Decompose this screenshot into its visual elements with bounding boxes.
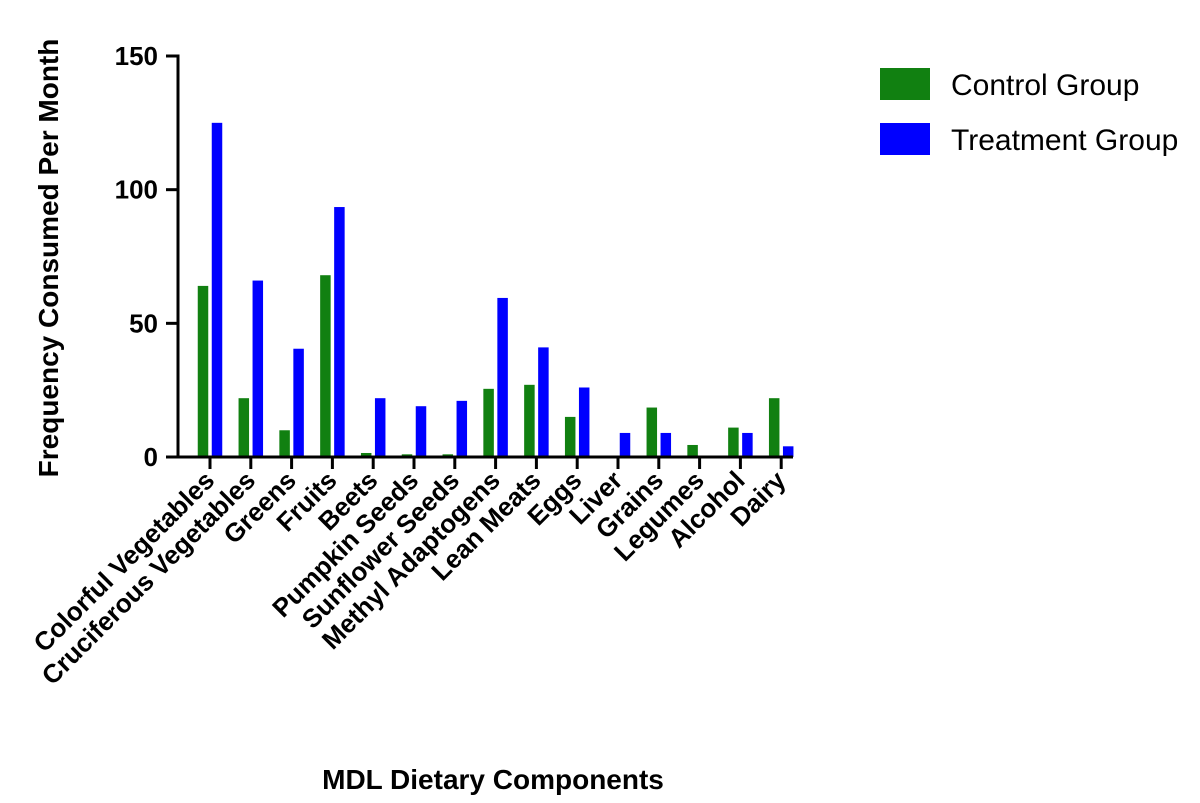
bar-treatment-group xyxy=(660,432,672,457)
bar-control-group xyxy=(197,285,209,457)
y-tick-label: 150 xyxy=(115,41,158,71)
bar-treatment-group xyxy=(619,432,631,457)
axes-group xyxy=(176,54,793,459)
bars-group xyxy=(197,122,794,457)
category-label: Colorful Vegetables xyxy=(27,465,220,658)
legend-label: Treatment Group xyxy=(951,124,1178,157)
bar-treatment-group xyxy=(293,348,304,457)
legend-label: Control Group xyxy=(951,69,1139,102)
bar-control-group xyxy=(768,398,780,457)
bar-control-group xyxy=(238,398,250,457)
bar-control-group xyxy=(360,452,372,457)
bar-control-group xyxy=(279,430,290,457)
bar-control-group xyxy=(483,388,494,457)
bar-control-group xyxy=(646,407,658,457)
y-ticks-group: 0 50 100 150 xyxy=(115,41,178,472)
bar-treatment-group xyxy=(374,398,386,457)
legend-swatch xyxy=(880,123,930,155)
bar-control-group xyxy=(687,444,698,457)
legend-swatch xyxy=(880,68,930,100)
bar-treatment-group xyxy=(538,347,549,457)
y-tick-label: 50 xyxy=(129,308,158,338)
bar-treatment-group xyxy=(252,280,264,457)
bar-control-group xyxy=(728,427,739,457)
bar-treatment-group xyxy=(415,406,427,457)
bar-control-group xyxy=(524,384,535,457)
bar-treatment-group xyxy=(211,122,223,457)
bar-treatment-group xyxy=(578,387,590,457)
bar-control-group xyxy=(320,275,331,457)
bar-treatment-group xyxy=(334,207,345,457)
y-tick-label: 100 xyxy=(115,175,158,205)
x-axis-title: MDL Dietary Components xyxy=(322,764,664,795)
legend: Control Group Treatment Group xyxy=(880,68,1178,157)
bar-treatment-group xyxy=(456,400,468,457)
bar-treatment-group xyxy=(742,432,753,457)
y-tick-label: 0 xyxy=(144,442,158,472)
category-label: Cruciferous Vegetables xyxy=(35,465,261,691)
bar-treatment-group xyxy=(497,297,508,457)
bar-treatment-group xyxy=(782,446,794,457)
x-ticks-group xyxy=(208,457,783,469)
bar-control-group xyxy=(564,416,576,457)
y-axis-title: Frequency Consumed Per Month xyxy=(33,39,64,478)
